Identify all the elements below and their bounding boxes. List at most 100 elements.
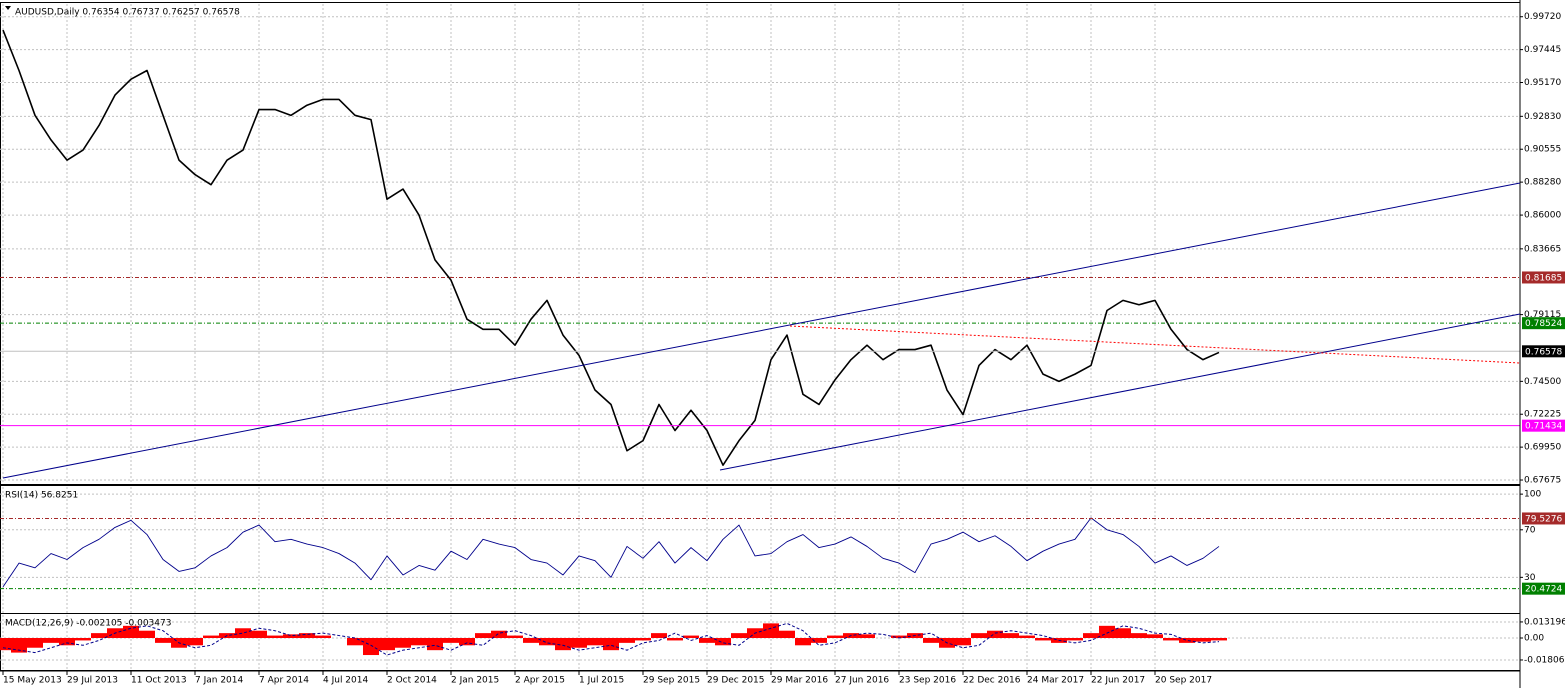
level-label: 0.78524 — [1525, 319, 1562, 329]
histogram-bar — [1067, 637, 1083, 641]
histogram-bar — [827, 635, 843, 638]
price-line — [2, 29, 1220, 467]
histogram-bar — [955, 637, 971, 646]
y-tick-label: 0.67675 — [1524, 476, 1561, 486]
histogram-bar — [1147, 634, 1163, 638]
histogram-bar — [27, 637, 43, 648]
histogram-bar — [811, 637, 827, 643]
level-label-box — [1522, 345, 1565, 358]
y-tick-label: 0.79115 — [1524, 310, 1561, 320]
histogram-bar — [427, 637, 443, 651]
y-tick-label: 30 — [1524, 573, 1536, 583]
histogram-bar — [139, 630, 155, 638]
histogram-bar — [315, 635, 331, 638]
histogram-bar — [475, 633, 491, 638]
y-tick-label: 0.013196 — [1524, 617, 1565, 627]
histogram-bar — [587, 637, 603, 646]
level-label: 0.81685 — [1525, 273, 1562, 283]
trend-lines — [2, 6, 1521, 479]
y-tick-label: 0.88280 — [1524, 178, 1561, 188]
histogram-bar — [203, 635, 219, 638]
x-tick-label: 29 Sep 2015 — [643, 676, 700, 686]
y-tick-label: 70 — [1524, 525, 1536, 535]
histogram-bar — [91, 633, 107, 638]
y-tick-label: 0.83665 — [1524, 244, 1561, 254]
signal-line — [2, 622, 1220, 656]
x-tick-label: 7 Jan 2014 — [195, 676, 243, 686]
histogram-bar — [683, 635, 699, 638]
histogram-bar — [539, 637, 555, 646]
histogram-bar — [731, 633, 747, 638]
histogram-bar — [459, 637, 475, 646]
histogram-bar — [715, 637, 731, 646]
level-label-box — [1522, 419, 1565, 432]
histogram-bar — [347, 637, 363, 646]
trend-line — [719, 313, 1521, 471]
histogram-bar — [1179, 637, 1195, 643]
y-tick-label: 0.00 — [1524, 633, 1544, 643]
level-label-box — [1522, 582, 1565, 595]
x-tick-label: 29 Dec 2015 — [707, 676, 765, 686]
histogram-bar — [635, 637, 651, 641]
histogram-bar — [283, 634, 299, 638]
level-label-box — [1522, 271, 1565, 284]
histogram-bar — [1083, 633, 1099, 638]
level-label: 20.4724 — [1525, 585, 1562, 595]
y-tick-label: 0.99720 — [1524, 12, 1561, 22]
x-tick-label: 20 Sep 2017 — [1155, 676, 1212, 686]
histogram-bar — [779, 630, 795, 638]
histogram-bar — [1099, 625, 1115, 638]
trend-line — [2, 182, 1521, 479]
histogram-bar — [971, 633, 987, 638]
histogram-bar — [667, 637, 683, 641]
histogram-bar — [395, 637, 411, 648]
x-tick-label: 22 Dec 2016 — [963, 676, 1021, 686]
histogram-bar — [59, 637, 75, 646]
y-tick-label: 0.95170 — [1524, 78, 1561, 88]
histogram-bar — [1115, 628, 1131, 638]
level-label: 0.71434 — [1525, 422, 1562, 432]
histogram-bar — [571, 637, 587, 648]
x-tick-label: 24 Mar 2017 — [1027, 676, 1084, 686]
x-tick-label: 15 May 2013 — [3, 676, 62, 686]
histogram-bar — [699, 637, 715, 643]
x-tick-label: 2 Jan 2015 — [451, 676, 499, 686]
histogram-bar — [363, 637, 379, 656]
x-tick-label: 2 Oct 2014 — [387, 676, 437, 686]
panel-title: RSI(14) 56.8251 — [5, 491, 78, 501]
histogram-bar — [187, 637, 203, 646]
histogram-bar — [1163, 637, 1179, 641]
level-label: 79.5276 — [1525, 514, 1562, 524]
panel-title: AUDUSD,Daily 0.76354 0.76737 0.76257 0.7… — [15, 8, 240, 18]
histogram-bar — [43, 637, 59, 643]
price-line — [2, 517, 1220, 588]
histogram-bar — [1019, 635, 1035, 638]
histogram-bar — [443, 637, 459, 643]
histogram-bar — [11, 637, 27, 653]
x-tick-label: 22 Jun 2017 — [1091, 676, 1145, 686]
histogram-bar — [507, 635, 523, 638]
histogram-bar — [603, 637, 619, 651]
y-tick-label: 0.97445 — [1524, 45, 1561, 55]
y-tick-label: 0.74500 — [1524, 377, 1561, 387]
histogram-bar — [411, 637, 427, 646]
histogram-bar — [299, 633, 315, 638]
histogram-bar — [1211, 637, 1227, 641]
x-tick-label: 29 Jul 2013 — [67, 676, 118, 686]
histogram-bar — [251, 630, 267, 638]
histogram-bar — [379, 637, 395, 651]
histogram-bar — [123, 625, 139, 638]
histogram-bar — [0, 637, 11, 651]
histogram-bar — [795, 637, 811, 646]
x-tick-label: 7 Apr 2014 — [259, 676, 309, 686]
x-tick-label: 11 Oct 2013 — [131, 676, 187, 686]
histogram-bar — [859, 634, 875, 638]
level-label: 0.76578 — [1525, 347, 1562, 357]
histogram-bar — [75, 637, 91, 641]
menu-arrow — [5, 6, 11, 10]
panel-title: MACD(12,26,9) -0.002105 -0.003473 — [5, 619, 171, 629]
histogram-bar — [1131, 633, 1147, 638]
y-tick-label: 0.69950 — [1524, 443, 1561, 453]
